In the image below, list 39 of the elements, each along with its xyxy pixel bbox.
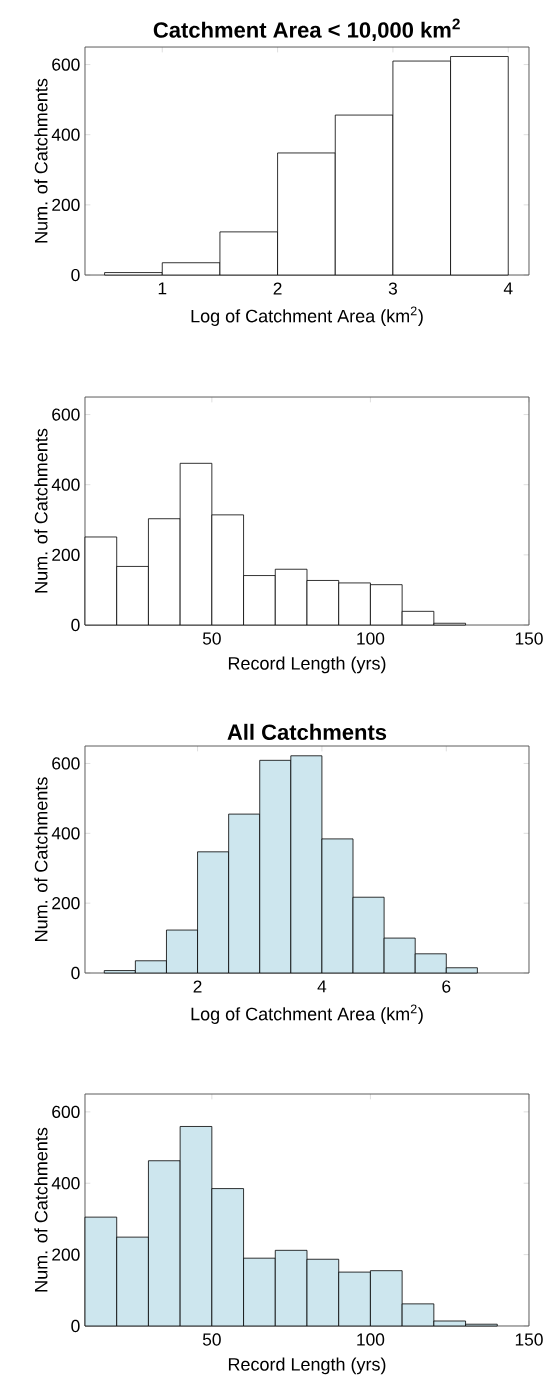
y-tick-label: 600 (52, 58, 80, 71)
y-tick-label: 0 (71, 618, 80, 632)
y-axis-title: Num. of Catchments (34, 1127, 48, 1292)
y-tick-label: 200 (52, 198, 80, 211)
y-axis-title: Num. of Catchments (34, 78, 48, 243)
y-axis-title: Num. of Catchments (34, 428, 48, 593)
x-tick-label: 50 (202, 1333, 221, 1346)
x-tick-label: 2 (193, 980, 202, 993)
x-tick-label: 6 (442, 980, 451, 993)
x-axis-title: Log of Catchment Area (km$^{2}$) (191, 306, 423, 326)
y-tick-label: 200 (52, 548, 80, 561)
y-tick-label: 600 (52, 408, 80, 421)
x-tick-label: 100 (357, 1333, 385, 1346)
y-axis-title: Num. of Catchments (34, 777, 48, 941)
x-axis-title: Log of Catchment Area (km$^{2}$) (191, 1004, 423, 1024)
x-tick-label: 100 (357, 632, 385, 645)
x-tick-label: 150 (515, 632, 543, 645)
chart-title: Catchment Area < 10,000 km$^{2}$ (153, 18, 460, 41)
y-tick-label: 0 (71, 966, 80, 980)
x-tick-label: 1 (158, 282, 167, 295)
y-tick-label: 0 (71, 1319, 80, 1333)
y-tick-label: 600 (52, 757, 80, 770)
y-tick-label: 400 (51, 478, 80, 491)
x-axis-title: Record Length (yrs) (228, 1357, 386, 1375)
chart-title: All Catchments (227, 723, 387, 740)
x-tick-label: 150 (515, 1333, 543, 1346)
x-tick-label: 4 (503, 282, 513, 295)
y-tick-label: 200 (52, 1248, 80, 1261)
y-tick-label: 200 (52, 897, 80, 910)
y-tick-label: 400 (51, 128, 80, 141)
x-tick-label: 2 (273, 282, 282, 295)
y-tick-label: 0 (71, 268, 80, 282)
y-tick-label: 400 (51, 827, 80, 840)
x-tick-label: 50 (202, 632, 221, 645)
y-tick-label: 600 (52, 1105, 80, 1118)
x-axis-title: Record Length (yrs) (228, 656, 386, 674)
x-tick-label: 3 (388, 282, 397, 295)
y-tick-label: 400 (51, 1177, 80, 1190)
x-tick-label: 4 (317, 980, 327, 993)
